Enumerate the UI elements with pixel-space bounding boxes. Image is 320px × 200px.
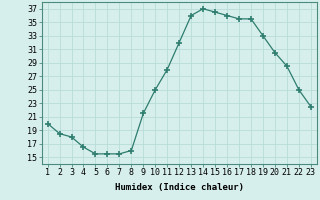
X-axis label: Humidex (Indice chaleur): Humidex (Indice chaleur) (115, 183, 244, 192)
